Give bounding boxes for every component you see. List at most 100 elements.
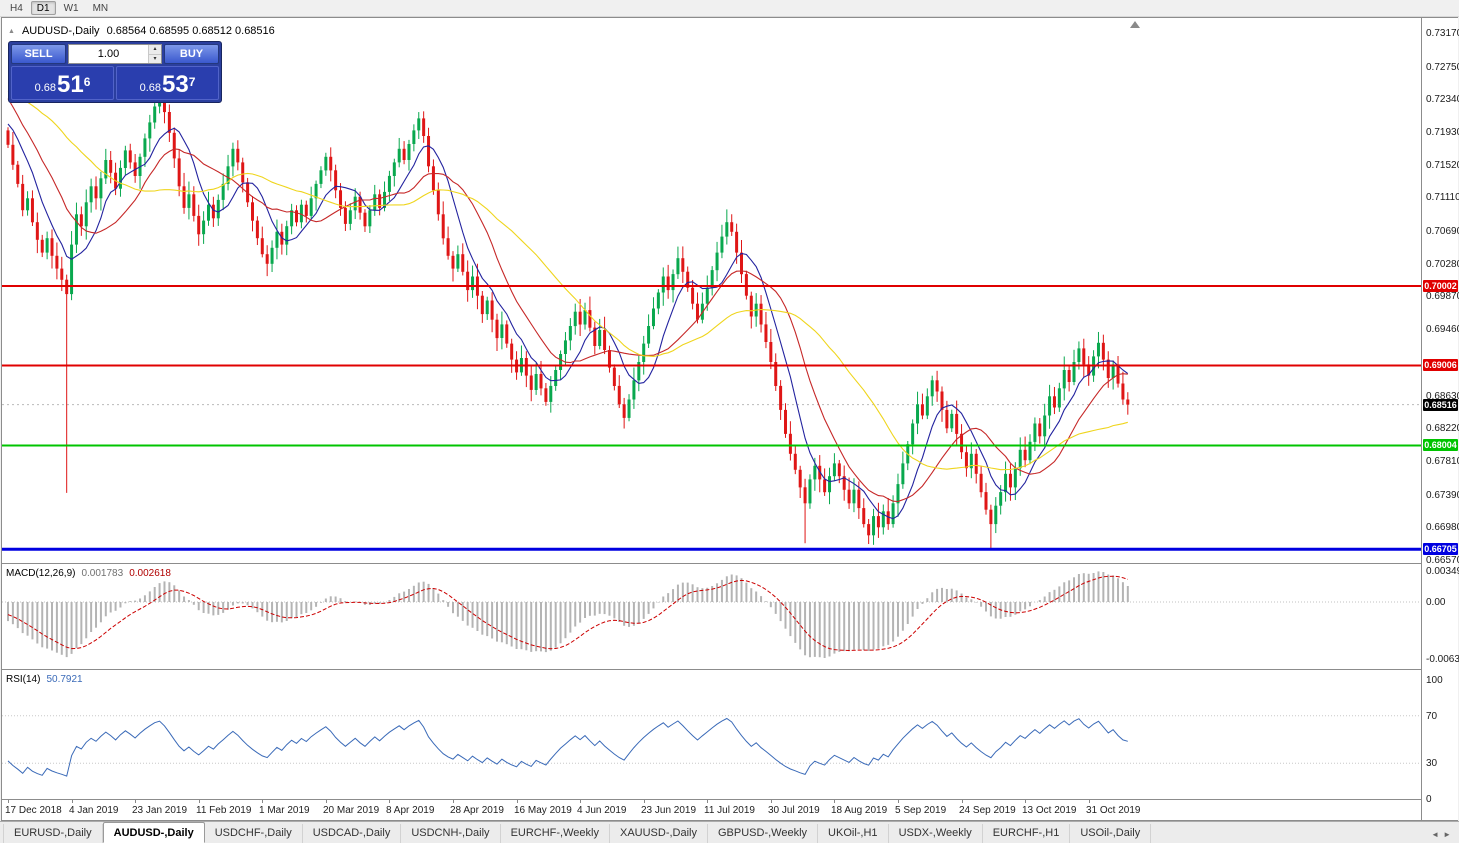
chart-tab-eurchf-weekly[interactable]: EURCHF-,Weekly	[501, 824, 610, 843]
timeframe-button-h4[interactable]: H4	[10, 3, 23, 14]
candle	[407, 139, 411, 171]
candle	[172, 127, 176, 168]
candle	[774, 353, 778, 391]
time-axis-label: 4 Jan 2019	[69, 805, 119, 816]
candle	[339, 183, 343, 216]
candle	[695, 292, 699, 324]
volume-input[interactable]	[69, 45, 148, 63]
candle	[534, 363, 538, 395]
chart-tab-usdchf-daily[interactable]: USDCHF-,Daily	[205, 824, 303, 843]
time-axis-tick	[453, 800, 454, 803]
macd-name: MACD(12,26,9)	[6, 568, 76, 579]
candle	[55, 242, 59, 280]
macd-pane[interactable]	[2, 564, 1421, 669]
candle	[960, 424, 964, 459]
candle	[803, 478, 807, 544]
candle	[798, 465, 802, 499]
time-axis-label: 11 Feb 2019	[196, 805, 252, 816]
chart-tab-eurchf-h1[interactable]: EURCHF-,H1	[983, 824, 1071, 843]
chart-tab-usdcad-daily[interactable]: USDCAD-,Daily	[303, 824, 402, 843]
candle	[441, 201, 445, 245]
candle	[104, 148, 108, 185]
candle	[1052, 386, 1056, 415]
candle	[764, 311, 768, 349]
pane-divider	[2, 799, 1457, 800]
chart-header: ▲ AUDUSD-,Daily 0.68564 0.68595 0.68512 …	[8, 25, 275, 37]
volume-down-button[interactable]: ▾	[149, 54, 161, 63]
time-axis-label: 30 Jul 2019	[768, 805, 820, 816]
rsi-axis-label: 30	[1426, 758, 1438, 769]
candle	[397, 137, 401, 168]
time-axis-tick	[326, 800, 327, 803]
chart-tab-audusd-daily[interactable]: AUDUSD-,Daily	[102, 822, 205, 843]
tab-scroll-left-icon[interactable]: ◄	[1431, 830, 1440, 839]
one-click-collapse-icon[interactable]: ▲	[8, 27, 15, 35]
candle	[84, 189, 88, 240]
candle	[901, 451, 905, 489]
timeframe-button-d1[interactable]: D1	[30, 1, 56, 15]
macd-canvas	[2, 571, 1421, 658]
candle	[1004, 461, 1008, 502]
candle	[94, 176, 98, 210]
time-axis[interactable]: 17 Dec 2018 4 Jan 2019 23 Jan 2019 11 Feb 2…	[2, 800, 1421, 820]
candle	[187, 181, 191, 220]
candle	[74, 202, 78, 253]
buy-button[interactable]: BUY	[164, 44, 219, 64]
candle	[197, 204, 201, 246]
buy-price-pip: 7	[188, 75, 196, 89]
chart-tab-usoil-daily[interactable]: USOil-,Daily	[1070, 824, 1152, 843]
price-axis-tick: 0.72340	[1426, 94, 1459, 105]
rsi-pane[interactable]	[2, 670, 1421, 799]
candle	[26, 191, 30, 216]
buy-price-display[interactable]: 0.68 53 7	[116, 66, 219, 100]
candle	[50, 229, 54, 269]
pane-divider[interactable]	[2, 563, 1457, 564]
time-axis-label: 16 May 2019	[514, 805, 572, 816]
candle	[505, 320, 509, 348]
pane-divider[interactable]	[2, 669, 1457, 670]
chart-tab-xauusd-daily[interactable]: XAUUSD-,Daily	[610, 824, 708, 843]
candle	[598, 318, 602, 350]
candle	[1121, 371, 1125, 405]
sell-price-pip: 6	[83, 75, 91, 89]
candle	[45, 231, 49, 260]
chart-tab-eurusd-daily[interactable]: EURUSD-,Daily	[3, 824, 103, 843]
chart-tab-ukoil-h1[interactable]: UKOil-,H1	[818, 824, 889, 843]
candle	[979, 465, 983, 498]
candle	[1018, 437, 1022, 476]
time-axis-tick	[1089, 800, 1090, 803]
macd-main-value: 0.001783	[81, 568, 124, 579]
candle	[568, 318, 572, 351]
candle	[275, 219, 279, 260]
candle	[876, 502, 880, 538]
time-axis-label: 8 Apr 2019	[386, 805, 435, 816]
candle	[456, 245, 460, 273]
chart-tab-usdcnh-daily[interactable]: USDCNH-,Daily	[401, 824, 501, 843]
sell-price-display[interactable]: 0.68 51 6	[11, 66, 114, 100]
volume-up-button[interactable]: ▴	[149, 45, 161, 55]
candle	[974, 448, 978, 484]
candle	[1067, 365, 1071, 392]
candle	[656, 289, 660, 315]
timeframe-button-w1[interactable]: W1	[63, 3, 79, 14]
chart-tab-usdx-weekly[interactable]: USDX-,Weekly	[889, 824, 983, 843]
candle	[920, 393, 924, 420]
candle	[691, 279, 695, 310]
chart-tab-gbpusd-weekly[interactable]: GBPUSD-,Weekly	[708, 824, 819, 843]
main-chart-pane[interactable]	[2, 18, 1421, 563]
time-axis-tick	[644, 800, 645, 803]
tab-scroll-right-icon[interactable]: ►	[1443, 830, 1451, 839]
candle	[412, 124, 416, 152]
candle	[1116, 356, 1120, 388]
sell-button[interactable]: SELL	[11, 44, 66, 64]
price-axis[interactable]: 0.73170 0.72750 0.72340 0.71930 0.71520 0.711…	[1421, 18, 1459, 820]
price-axis-tick: 0.70690	[1426, 226, 1459, 237]
candle	[70, 231, 74, 301]
price-axis-tick: 0.66570	[1426, 555, 1459, 566]
candle	[202, 211, 206, 244]
sell-price-big: 51	[57, 71, 84, 98]
price-axis-tick: 0.69870	[1426, 291, 1459, 302]
candle	[16, 160, 20, 188]
timeframe-button-mn[interactable]: MN	[92, 3, 109, 14]
candle	[99, 171, 103, 211]
